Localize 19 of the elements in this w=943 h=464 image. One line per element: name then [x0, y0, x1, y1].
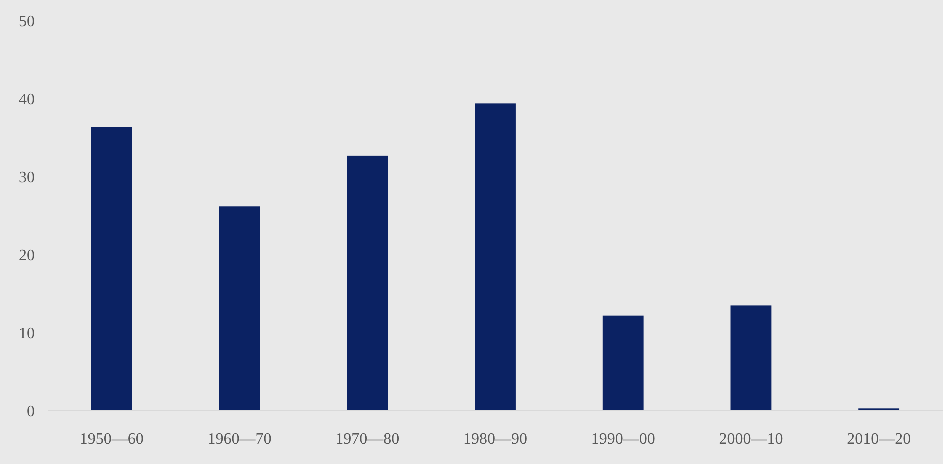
x-tick-label: 1980—90: [464, 431, 528, 448]
y-tick-label: 30: [19, 170, 35, 187]
x-tick-label: 2000—10: [719, 431, 784, 448]
x-tick-label: 1990—00: [591, 431, 656, 448]
x-tick-label: 1950—60: [80, 431, 144, 448]
bar: [219, 206, 260, 411]
y-tick-label: 10: [19, 326, 35, 343]
bar: [347, 156, 388, 411]
x-tick-label: 1970—80: [336, 431, 400, 448]
bar: [475, 104, 516, 411]
x-tick-label: 1960—70: [208, 431, 272, 448]
bar: [602, 316, 644, 411]
x-tick-label: 2010—20: [847, 431, 912, 448]
y-tick-label: 50: [19, 14, 35, 31]
bar: [91, 127, 132, 411]
y-tick-label: 20: [19, 248, 35, 265]
y-tick-label: 40: [19, 92, 35, 109]
bar: [730, 306, 772, 411]
y-tick-label: 0: [27, 404, 35, 421]
